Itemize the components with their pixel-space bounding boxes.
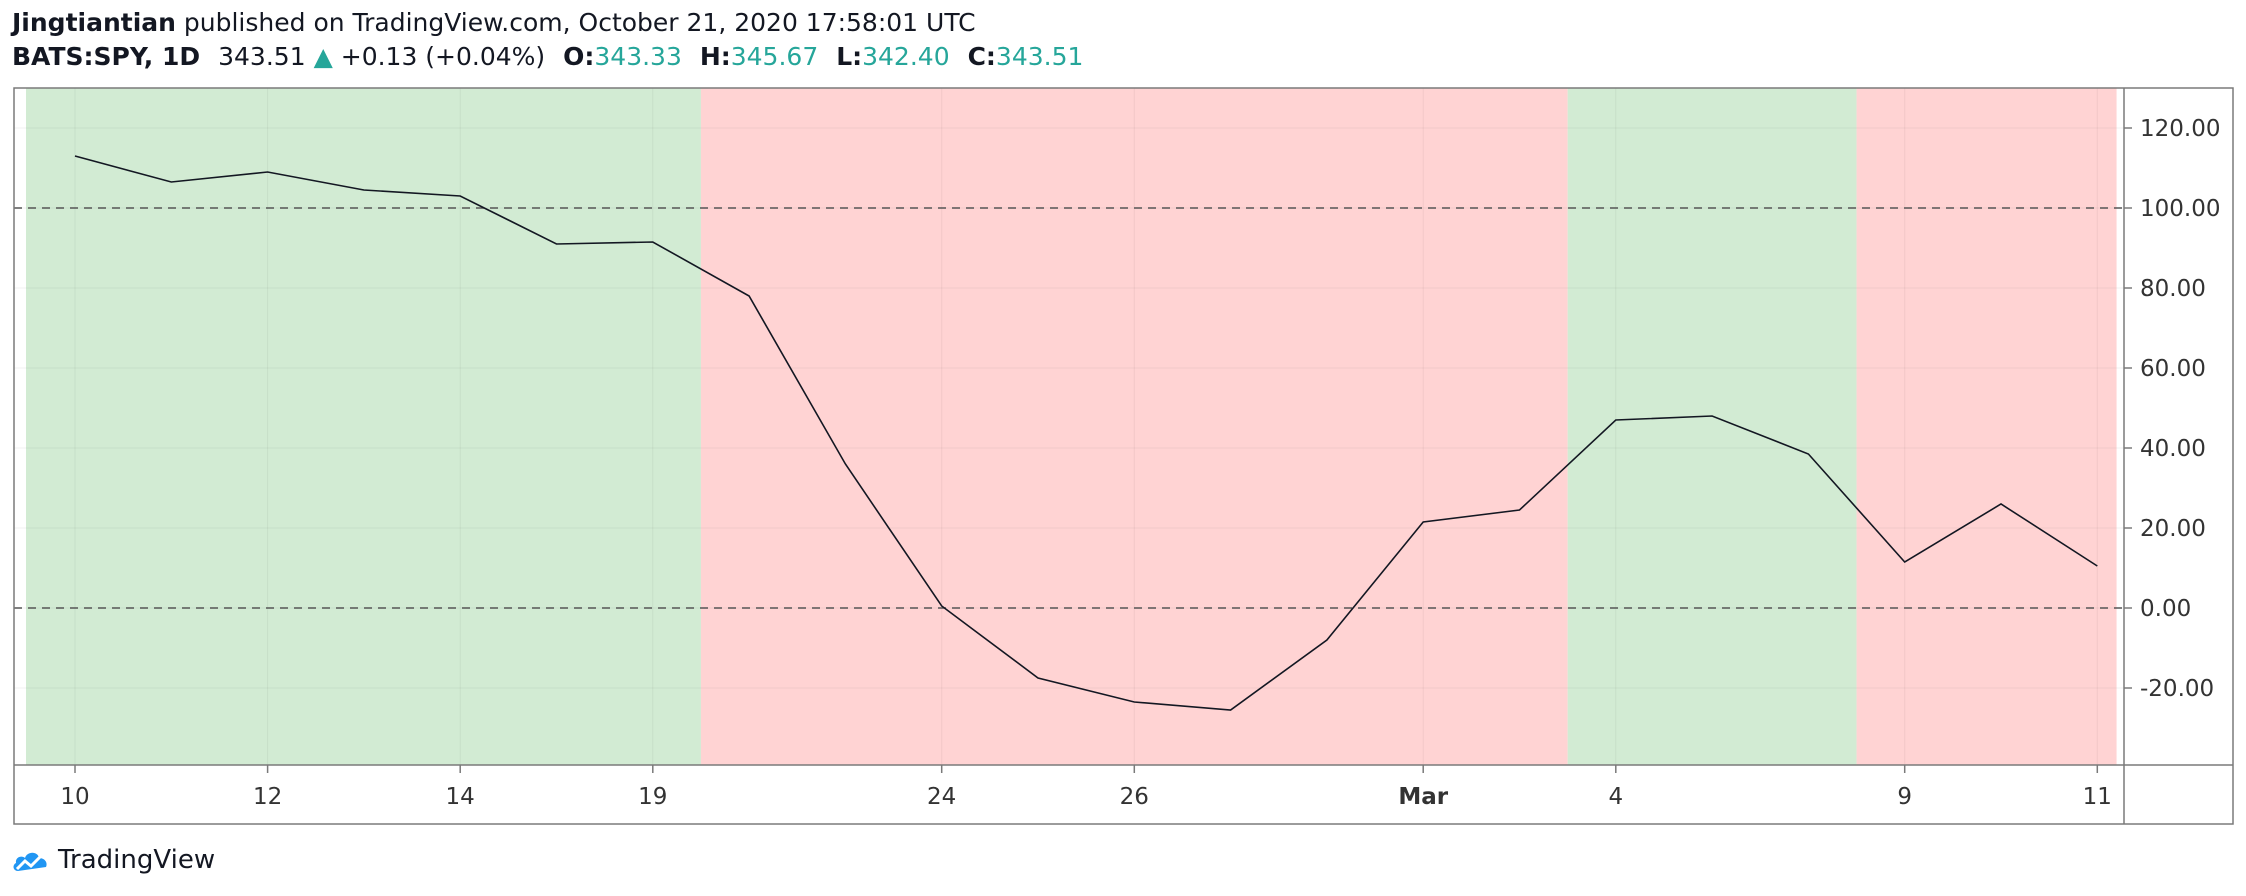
y-tick-label: -20.00	[2140, 676, 2214, 702]
series-layer	[74, 155, 2098, 711]
y-tick-label: 80.00	[2140, 276, 2206, 302]
chart-header: Jingtiantian published on TradingView.co…	[12, 6, 1083, 74]
x-tick-label: 11	[2083, 784, 2112, 810]
band-green	[1567, 88, 1857, 765]
high-label: H:	[699, 42, 731, 71]
y-tick-label: 0.00	[2140, 596, 2191, 622]
author-name[interactable]: Jingtiantian	[12, 8, 176, 37]
open-label: O:	[563, 42, 595, 71]
tradingview-logo-icon	[13, 852, 47, 871]
low-label: L:	[836, 42, 863, 71]
y-tick-label: 120.00	[2140, 116, 2220, 142]
chart-frame	[13, 87, 2234, 825]
low-value: 342.40	[862, 42, 950, 71]
price-axis[interactable]: 120.00 100.00 80.00 60.00 40.00 20.00 0.00 -20.…	[2124, 116, 2220, 702]
high-value: 345.67	[730, 42, 819, 71]
outer-border	[13, 87, 2234, 825]
time-axis[interactable]: 10 12 14 19 24 26 Mar 4 9 11	[60, 765, 2112, 810]
y-tick-label: 60.00	[2140, 356, 2206, 382]
x-tick-label: 24	[927, 784, 956, 810]
x-tick-label: 12	[253, 784, 282, 810]
y-tick-label: 100.00	[2140, 196, 2220, 222]
last-price: 343.51	[218, 42, 306, 71]
grid-lines	[14, 88, 2124, 765]
series-line	[74, 155, 2098, 711]
brand-name: TradingView	[58, 845, 216, 875]
x-tick-label: 9	[1897, 784, 1912, 810]
open-value: 343.33	[594, 42, 682, 71]
band-green	[26, 88, 701, 765]
y-tick-label: 40.00	[2140, 436, 2206, 462]
footer-brand[interactable]: TradingView	[12, 840, 215, 880]
published-info: published on TradingView.com, October 21…	[183, 8, 976, 37]
x-tick-label: 14	[446, 784, 475, 810]
up-arrow-icon: ▲	[313, 42, 333, 71]
background-bands	[26, 88, 2117, 765]
symbol-label[interactable]: BATS:SPY, 1D	[12, 42, 201, 71]
publish-line: Jingtiantian published on TradingView.co…	[12, 6, 1083, 40]
x-tick-label: 19	[638, 784, 667, 810]
x-tick-label: 10	[60, 784, 89, 810]
band-red	[1856, 88, 2117, 765]
x-tick-label: 26	[1120, 784, 1149, 810]
band-red	[700, 88, 1568, 765]
x-tick-label: Mar	[1398, 784, 1448, 810]
legend-line: BATS:SPY, 1D 343.51 ▲ +0.13 (+0.04%) O:3…	[12, 40, 1083, 74]
close-label: C:	[967, 42, 996, 71]
y-tick-label: 20.00	[2140, 516, 2206, 542]
close-value: 343.51	[995, 42, 1084, 71]
price-change: +0.13 (+0.04%)	[340, 42, 546, 71]
x-tick-label: 4	[1608, 784, 1623, 810]
reference-lines	[14, 207, 2124, 609]
